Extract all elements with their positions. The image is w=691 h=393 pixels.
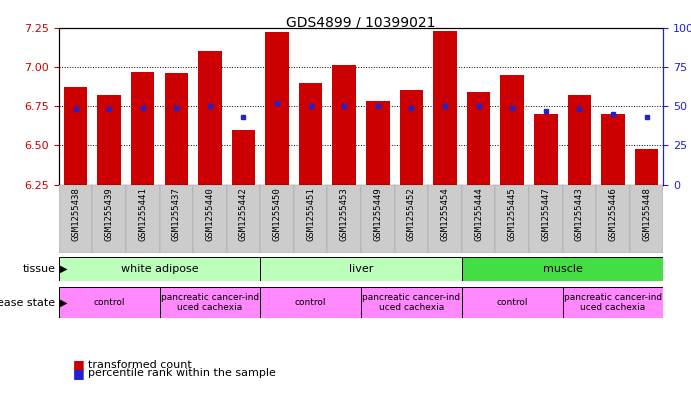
Bar — [93, 185, 126, 253]
Text: GSM1255440: GSM1255440 — [205, 187, 214, 241]
Bar — [332, 65, 356, 185]
Bar — [366, 101, 390, 185]
Text: liver: liver — [349, 264, 373, 274]
Bar — [399, 90, 423, 185]
Bar — [462, 287, 562, 318]
Text: ▶: ▶ — [60, 298, 68, 308]
Text: pancreatic cancer-ind
uced cachexia: pancreatic cancer-ind uced cachexia — [161, 293, 259, 312]
Bar — [198, 51, 222, 185]
Text: GDS4899 / 10399021: GDS4899 / 10399021 — [286, 16, 436, 30]
Bar — [164, 73, 188, 185]
Bar — [433, 31, 457, 185]
Bar — [261, 185, 294, 253]
Bar — [294, 185, 328, 253]
Text: ■: ■ — [73, 358, 84, 371]
Bar — [500, 75, 524, 185]
Text: GSM1255453: GSM1255453 — [340, 187, 349, 241]
Bar — [467, 92, 491, 185]
Text: control: control — [496, 298, 528, 307]
Text: GSM1255442: GSM1255442 — [239, 187, 248, 241]
Text: GSM1255437: GSM1255437 — [172, 187, 181, 241]
Bar — [160, 287, 261, 318]
Text: GSM1255438: GSM1255438 — [71, 187, 80, 241]
Bar — [462, 185, 495, 253]
Text: GSM1255448: GSM1255448 — [642, 187, 651, 241]
Bar — [562, 185, 596, 253]
Bar — [193, 185, 227, 253]
Text: pancreatic cancer-ind
uced cachexia: pancreatic cancer-ind uced cachexia — [362, 293, 460, 312]
Bar — [265, 32, 289, 185]
Bar — [231, 130, 255, 185]
Bar — [299, 83, 323, 185]
Text: GSM1255443: GSM1255443 — [575, 187, 584, 241]
Text: GSM1255445: GSM1255445 — [508, 187, 517, 241]
Text: pancreatic cancer-ind
uced cachexia: pancreatic cancer-ind uced cachexia — [564, 293, 662, 312]
Bar — [160, 185, 193, 253]
Bar — [59, 185, 93, 253]
Text: disease state: disease state — [0, 298, 55, 308]
Bar — [97, 95, 121, 185]
Text: ▶: ▶ — [60, 264, 68, 274]
Bar — [529, 185, 562, 253]
Text: ■: ■ — [73, 367, 84, 380]
Text: GSM1255444: GSM1255444 — [474, 187, 483, 241]
Text: GSM1255450: GSM1255450 — [272, 187, 281, 241]
Bar — [567, 95, 591, 185]
Text: white adipose: white adipose — [121, 264, 198, 274]
Bar — [59, 287, 160, 318]
Bar — [630, 185, 663, 253]
Text: GSM1255447: GSM1255447 — [541, 187, 550, 241]
Bar — [495, 185, 529, 253]
Text: tissue: tissue — [22, 264, 55, 274]
Text: GSM1255449: GSM1255449 — [373, 187, 382, 241]
Bar — [261, 257, 462, 281]
Text: GSM1255452: GSM1255452 — [407, 187, 416, 241]
Bar — [126, 185, 160, 253]
Bar — [534, 114, 558, 185]
Text: transformed count: transformed count — [88, 360, 191, 370]
Bar — [361, 287, 462, 318]
Bar — [395, 185, 428, 253]
Bar — [562, 287, 663, 318]
Bar — [131, 72, 155, 185]
Bar — [328, 185, 361, 253]
Text: control: control — [93, 298, 125, 307]
Text: muscle: muscle — [542, 264, 583, 274]
Bar — [601, 114, 625, 185]
Bar — [635, 149, 659, 185]
Text: GSM1255446: GSM1255446 — [609, 187, 618, 241]
Bar — [261, 287, 361, 318]
Bar — [64, 87, 87, 185]
Text: GSM1255441: GSM1255441 — [138, 187, 147, 241]
Bar — [361, 185, 395, 253]
Text: GSM1255439: GSM1255439 — [104, 187, 113, 241]
Bar — [227, 185, 261, 253]
Bar — [462, 257, 663, 281]
Text: percentile rank within the sample: percentile rank within the sample — [88, 368, 276, 378]
Bar — [59, 257, 261, 281]
Text: GSM1255451: GSM1255451 — [306, 187, 315, 241]
Text: GSM1255454: GSM1255454 — [441, 187, 450, 241]
Text: control: control — [295, 298, 326, 307]
Bar — [596, 185, 630, 253]
Bar — [428, 185, 462, 253]
